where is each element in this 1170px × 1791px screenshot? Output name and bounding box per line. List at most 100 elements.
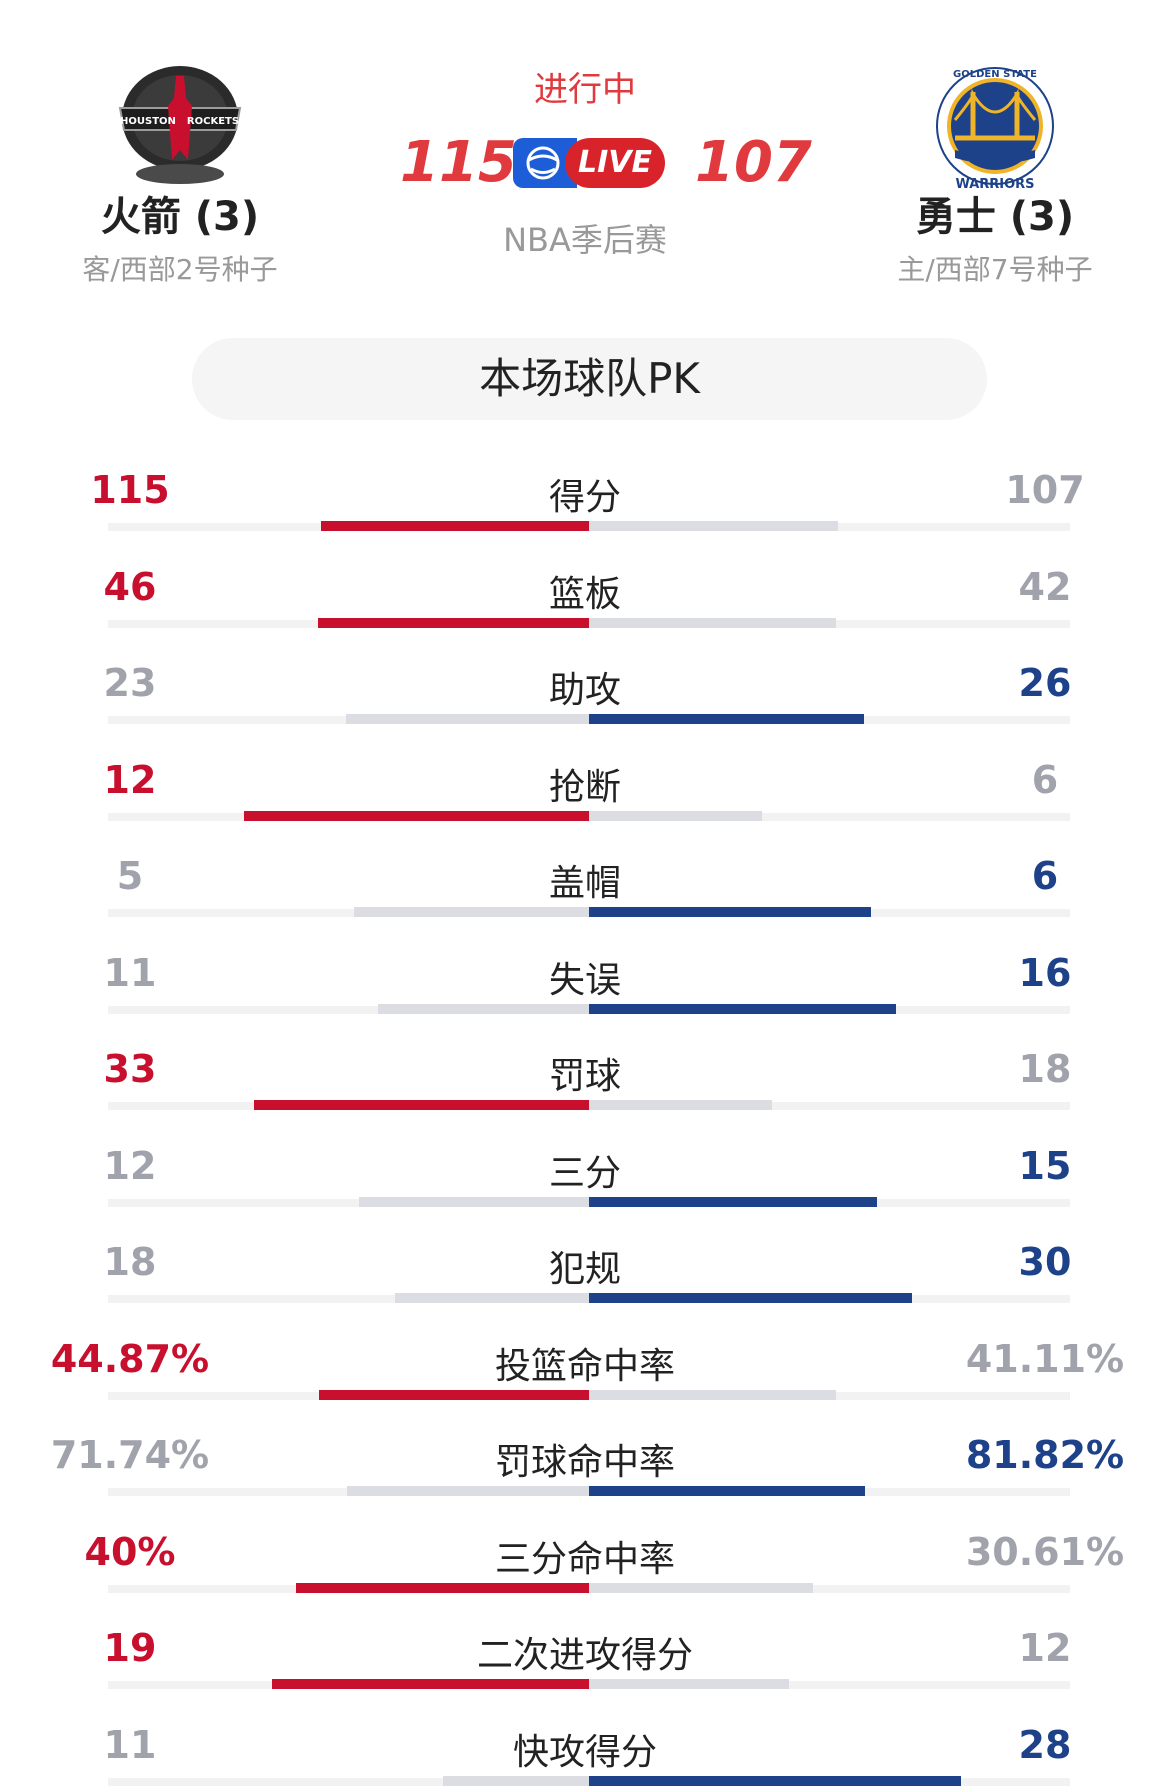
home-score: 107 [695, 130, 812, 195]
stat-away-bar [295, 1582, 589, 1593]
stat-home-value: 6 [1031, 854, 1059, 898]
game-status: 进行中 [534, 70, 636, 110]
stat-label: 三分命中率 [494, 1538, 675, 1580]
away-score: 115 [400, 130, 517, 195]
stat-away-value: 23 [103, 661, 157, 705]
team-pk-title[interactable]: 本场球队PK [192, 338, 987, 420]
stat-row: 11 快攻得分 28 [0, 1695, 1170, 1791]
stat-home-value: 81.82% [965, 1433, 1125, 1477]
stat-away-value: 71.74% [50, 1433, 210, 1477]
stat-away-bar [318, 617, 589, 628]
stat-away-bar [318, 1389, 589, 1400]
stat-home-value: 12 [1018, 1626, 1072, 1670]
stat-home-value: 42 [1018, 564, 1072, 609]
stat-row: 5 盖帽 6 [0, 826, 1170, 922]
stat-label: 篮板 [548, 573, 621, 615]
stat-away-bar [378, 1003, 589, 1014]
stat-home-bar [589, 521, 839, 531]
stat-row: 40% 三分命中率 30.61% [0, 1502, 1170, 1598]
stat-home-value: 41.11% [965, 1336, 1125, 1381]
stat-label: 抢断 [548, 766, 621, 808]
stat-home-value: 30.61% [965, 1529, 1125, 1574]
stat-away-bar [394, 1293, 589, 1303]
stat-row: 33 罚球 18 [0, 1019, 1170, 1115]
stat-home-bar [589, 1389, 837, 1400]
stat-label: 快攻得分 [512, 1731, 657, 1773]
stat-home-bar [589, 1100, 772, 1110]
stat-away-value: 44.87% [50, 1336, 210, 1381]
stat-away-value: 18 [103, 1240, 157, 1284]
game-header: HOUSTON ROCKETS 火箭 (3) 客/西部2号种子 进行中 115 … [0, 0, 1170, 320]
stat-home-bar [589, 1582, 814, 1593]
stat-home-bar [589, 907, 872, 917]
stat-home-bar [589, 1196, 877, 1207]
stat-label: 罚球 [548, 1056, 621, 1097]
home-team-name: 勇士 (3) [915, 194, 1075, 240]
stat-label: 失误 [548, 959, 621, 1001]
warriors-logo-icon: GOLDEN STATE WARRIORS [936, 67, 1054, 192]
stat-away-value: 46 [103, 564, 157, 609]
stat-label: 三分 [548, 1152, 621, 1194]
stat-home-bar [589, 1679, 790, 1689]
stat-away-bar [346, 714, 589, 724]
rockets-logo-icon: HOUSTON ROCKETS [118, 66, 242, 184]
stat-home-value: 26 [1018, 661, 1072, 705]
stat-label: 投篮命中率 [494, 1345, 675, 1387]
stat-home-bar [589, 1003, 896, 1014]
stat-away-value: 5 [116, 854, 144, 898]
stat-row: 115 得分 107 [0, 440, 1170, 536]
stat-away-bar [443, 1775, 589, 1786]
stat-label: 二次进攻得分 [476, 1635, 693, 1676]
stat-away-value: 40% [84, 1529, 176, 1574]
svg-text:WARRIORS: WARRIORS [955, 177, 1034, 192]
away-team-name: 火箭 (3) [100, 194, 260, 240]
live-label: LIVE [565, 138, 665, 188]
stat-away-bar [347, 1486, 589, 1496]
stat-home-value: 18 [1018, 1047, 1072, 1091]
stat-home-value: 15 [1018, 1143, 1072, 1188]
stat-away-value: 11 [103, 950, 157, 995]
stat-away-value: 12 [103, 757, 157, 802]
stat-row: 12 三分 15 [0, 1116, 1170, 1212]
stat-away-value: 19 [103, 1626, 157, 1670]
stat-row: 12 抢断 6 [0, 730, 1170, 826]
stat-away-bar [359, 1196, 589, 1207]
stat-label: 罚球命中率 [494, 1442, 675, 1483]
league-name: NBA季后赛 [503, 221, 667, 259]
stat-row: 44.87% 投篮命中率 41.11% [0, 1309, 1170, 1405]
stat-home-value: 28 [1018, 1722, 1072, 1767]
svg-text:GOLDEN STATE: GOLDEN STATE [953, 69, 1037, 80]
stat-row: 46 篮板 42 [0, 537, 1170, 633]
svg-text:HOUSTON: HOUSTON [120, 116, 176, 127]
stat-label: 得分 [548, 477, 621, 518]
stat-row: 23 助攻 26 [0, 633, 1170, 729]
stat-row: 71.74% 罚球命中率 81.82% [0, 1405, 1170, 1501]
stat-away-bar [353, 907, 589, 917]
stat-home-bar [589, 617, 836, 628]
stat-row: 19 二次进攻得分 12 [0, 1598, 1170, 1694]
stat-home-value: 30 [1018, 1240, 1072, 1284]
stat-home-bar [589, 1293, 913, 1303]
stat-home-value: 16 [1018, 950, 1072, 995]
svg-text:ROCKETS: ROCKETS [187, 116, 239, 127]
stat-label: 犯规 [548, 1249, 621, 1290]
home-team-seed: 主/西部7号种子 [897, 253, 1093, 286]
stat-home-bar [589, 1486, 865, 1496]
stat-home-bar [589, 1775, 961, 1786]
stat-away-bar [244, 810, 589, 821]
stat-away-bar [271, 1679, 589, 1689]
stat-home-value: 6 [1031, 757, 1059, 802]
stat-away-value: 115 [90, 468, 170, 512]
stat-row: 11 失误 16 [0, 923, 1170, 1019]
stat-home-bar [589, 810, 762, 821]
stat-label: 助攻 [548, 670, 621, 711]
live-badge[interactable]: LIVE [513, 138, 665, 188]
away-team-seed: 客/西部2号种子 [82, 253, 278, 286]
stat-away-value: 12 [103, 1143, 157, 1188]
stat-home-value: 107 [1005, 468, 1085, 512]
stat-label: 盖帽 [548, 863, 621, 904]
stat-away-bar [320, 521, 589, 531]
stat-away-bar [254, 1100, 589, 1110]
stat-away-value: 11 [103, 1722, 157, 1767]
stat-away-value: 33 [103, 1047, 157, 1091]
